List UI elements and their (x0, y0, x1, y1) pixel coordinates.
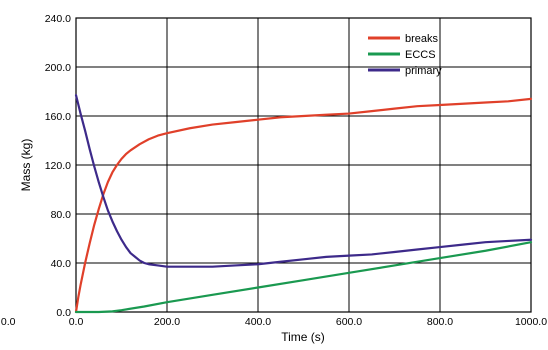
x-tick-label: 1000.0 (515, 316, 547, 328)
y-tick-label: 40.0 (51, 258, 72, 270)
legend: breaks ECCS primary (368, 33, 442, 77)
extra-axis-label: 0.0 (1, 316, 16, 328)
series-line-primary (74, 94, 533, 268)
legend-label-eccs: ECCS (405, 49, 436, 61)
y-tick-label: 200.0 (45, 62, 71, 74)
plot-frame (75, 17, 532, 313)
legend-label-breaks: breaks (405, 33, 439, 45)
x-tick-label: 400.0 (245, 316, 271, 328)
tick-labels: 0.0 200.0 400.0 600.0 800.0 1000.0 0.0 40.0 80.0… (1, 13, 547, 328)
y-tick-label: 0.0 (56, 307, 71, 319)
grid-lines (76, 18, 531, 312)
x-tick-label: 200.0 (154, 316, 180, 328)
x-axis-label: Time (s) (281, 330, 325, 344)
series-line-breaks (74, 97, 533, 314)
legend-label-primary: primary (405, 65, 442, 77)
y-tick-label: 80.0 (51, 209, 72, 221)
y-tick-label: 240.0 (45, 13, 71, 25)
series-line-eccs (74, 241, 533, 314)
y-axis-label: Mass (kg) (19, 139, 33, 192)
y-tick-label: 160.0 (45, 111, 71, 123)
x-tick-label: 600.0 (336, 316, 362, 328)
y-tick-label: 120.0 (45, 160, 71, 172)
x-tick-label: 800.0 (427, 316, 453, 328)
series-lines (74, 94, 533, 314)
x-tick-label: 0.0 (69, 316, 84, 328)
